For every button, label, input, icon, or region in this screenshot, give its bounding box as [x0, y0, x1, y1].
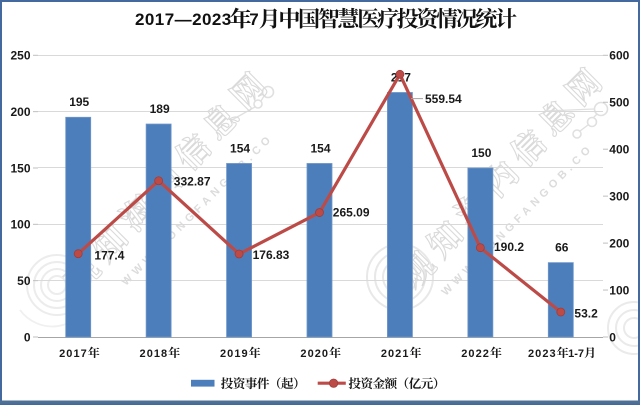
svg-text:53.2: 53.2 — [574, 306, 598, 320]
svg-text:189: 189 — [150, 102, 170, 116]
svg-text:150: 150 — [10, 161, 30, 175]
svg-text:2018: 2018 — [140, 348, 169, 360]
svg-text:2023: 2023 — [528, 348, 557, 360]
svg-text:150: 150 — [471, 146, 491, 160]
svg-text:154: 154 — [230, 141, 250, 155]
svg-text:300: 300 — [609, 189, 629, 203]
svg-text:177.4: 177.4 — [94, 248, 124, 262]
svg-text:2022: 2022 — [461, 348, 490, 360]
svg-text:2019: 2019 — [220, 348, 249, 360]
svg-text:0: 0 — [609, 330, 616, 344]
svg-text:100: 100 — [10, 218, 30, 232]
svg-text:2020: 2020 — [300, 348, 329, 360]
svg-text:176.83: 176.83 — [253, 248, 290, 262]
svg-text:100: 100 — [609, 283, 629, 297]
svg-text:2017: 2017 — [59, 348, 88, 360]
svg-text:2021: 2021 — [381, 348, 410, 360]
svg-text:1-7: 1-7 — [568, 348, 584, 360]
svg-text:559.54: 559.54 — [425, 92, 462, 106]
svg-text:50: 50 — [17, 274, 31, 288]
svg-text:2017—2023: 2017—2023 — [135, 10, 232, 29]
svg-text:332.87: 332.87 — [174, 175, 211, 189]
svg-text:195: 195 — [69, 95, 89, 109]
svg-text:66: 66 — [555, 241, 569, 255]
svg-text:154: 154 — [310, 141, 330, 155]
svg-text:0: 0 — [24, 330, 31, 344]
svg-text:250: 250 — [10, 49, 30, 63]
svg-text:200: 200 — [609, 236, 629, 250]
svg-text:190.2: 190.2 — [494, 240, 524, 254]
svg-text:500: 500 — [609, 96, 629, 110]
svg-text:400: 400 — [609, 143, 629, 157]
svg-text:7: 7 — [249, 10, 258, 29]
svg-text:265.09: 265.09 — [333, 206, 370, 220]
svg-text:200: 200 — [10, 105, 30, 119]
svg-text:600: 600 — [609, 49, 629, 63]
